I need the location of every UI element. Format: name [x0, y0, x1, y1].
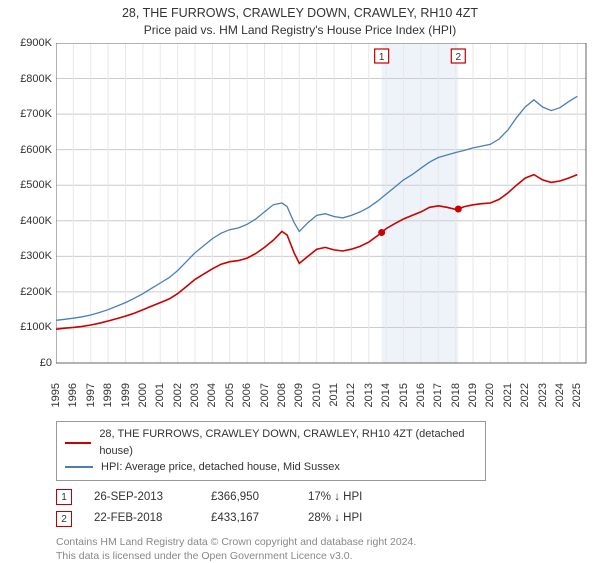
y-axis-label: £800K — [2, 73, 52, 85]
sale-marker-num: 1 — [379, 52, 385, 63]
y-axis-label: £400K — [2, 215, 52, 227]
x-axis-label: 2008 — [276, 383, 288, 407]
sale-row: 1 26-SEP-2013 £366,950 17% ↓ HPI — [56, 487, 592, 509]
x-axis-label: 2021 — [502, 383, 514, 407]
x-axis-label: 2010 — [311, 383, 323, 407]
sale-row: 2 22-FEB-2018 £433,167 28% ↓ HPI — [56, 508, 592, 530]
sale-marker: 2 — [56, 511, 72, 527]
x-axis-label: 2015 — [398, 383, 410, 407]
x-axis-label: 2018 — [450, 383, 462, 407]
y-axis-label: £700K — [2, 108, 52, 120]
x-axis-label: 2009 — [293, 383, 305, 407]
x-axis-label: 1999 — [120, 383, 132, 407]
x-axis-label: 2022 — [519, 383, 531, 407]
sale-price: £366,950 — [211, 487, 286, 509]
x-axis-label: 2007 — [259, 383, 271, 407]
x-axis-label: 1997 — [85, 383, 97, 407]
sale-point — [455, 205, 462, 212]
x-axis-label: 2004 — [206, 383, 218, 407]
y-axis-label: £200K — [2, 286, 52, 298]
copyright: Contains HM Land Registry data © Crown c… — [56, 536, 592, 563]
copyright-line: This data is licensed under the Open Gov… — [56, 550, 592, 563]
chart-title: 28, THE FURROWS, CRAWLEY DOWN, CRAWLEY, … — [8, 6, 592, 21]
legend-item: HPI: Average price, detached house, Mid … — [65, 459, 477, 476]
x-axis-label: 2020 — [484, 383, 496, 407]
legend-label: 28, THE FURROWS, CRAWLEY DOWN, CRAWLEY, … — [99, 426, 477, 459]
y-axis-label: £100K — [2, 321, 52, 333]
sale-date: 22-FEB-2018 — [94, 508, 189, 530]
chart-subtitle: Price paid vs. HM Land Registry's House … — [8, 23, 592, 37]
legend-label: HPI: Average price, detached house, Mid … — [101, 459, 340, 476]
y-axis-label: £0 — [2, 357, 52, 369]
legend-box: 28, THE FURROWS, CRAWLEY DOWN, CRAWLEY, … — [56, 421, 486, 481]
x-axis-label: 2014 — [380, 383, 392, 407]
x-axis-label: 1998 — [102, 383, 114, 407]
chart-svg: 12 — [56, 43, 592, 403]
x-axis-label: 2003 — [189, 383, 201, 407]
copyright-line: Contains HM Land Registry data © Crown c… — [56, 536, 592, 550]
x-axis-label: 2012 — [345, 383, 357, 407]
x-axis-label: 2019 — [467, 383, 479, 407]
y-axis-label: £300K — [2, 250, 52, 262]
x-axis-label: 2002 — [172, 383, 184, 407]
x-axis-label: 2025 — [571, 383, 583, 407]
x-axis-label: 1996 — [67, 383, 79, 407]
x-axis-label: 2011 — [328, 383, 340, 407]
sale-diff: 17% ↓ HPI — [308, 487, 388, 509]
y-axis-label: £900K — [2, 37, 52, 49]
sale-price: £433,167 — [211, 508, 286, 530]
y-axis-label: £600K — [2, 144, 52, 156]
sale-marker: 1 — [56, 489, 72, 505]
sale-date: 26-SEP-2013 — [94, 487, 189, 509]
sale-diff: 28% ↓ HPI — [308, 508, 388, 530]
sale-marker-num: 2 — [455, 52, 461, 63]
sale-point — [378, 229, 385, 236]
x-axis-label: 2013 — [363, 383, 375, 407]
x-axis-label: 2023 — [537, 383, 549, 407]
x-axis-label: 2024 — [554, 383, 566, 407]
x-axis-label: 1995 — [50, 383, 62, 407]
chart-area: 12 £0£100K£200K£300K£400K£500K£600K£700K… — [8, 43, 592, 413]
legend-swatch — [65, 442, 91, 444]
sales-list: 1 26-SEP-2013 £366,950 17% ↓ HPI 2 22-FEB-201… — [56, 487, 592, 531]
legend-swatch — [65, 466, 93, 468]
x-axis-label: 2000 — [137, 383, 149, 407]
x-axis-label: 2017 — [432, 383, 444, 407]
x-axis-label: 2016 — [415, 383, 427, 407]
x-axis-label: 2006 — [241, 383, 253, 407]
legend-item: 28, THE FURROWS, CRAWLEY DOWN, CRAWLEY, … — [65, 426, 477, 459]
x-axis-label: 2005 — [224, 383, 236, 407]
y-axis-label: £500K — [2, 179, 52, 191]
x-axis-label: 2001 — [154, 383, 166, 407]
